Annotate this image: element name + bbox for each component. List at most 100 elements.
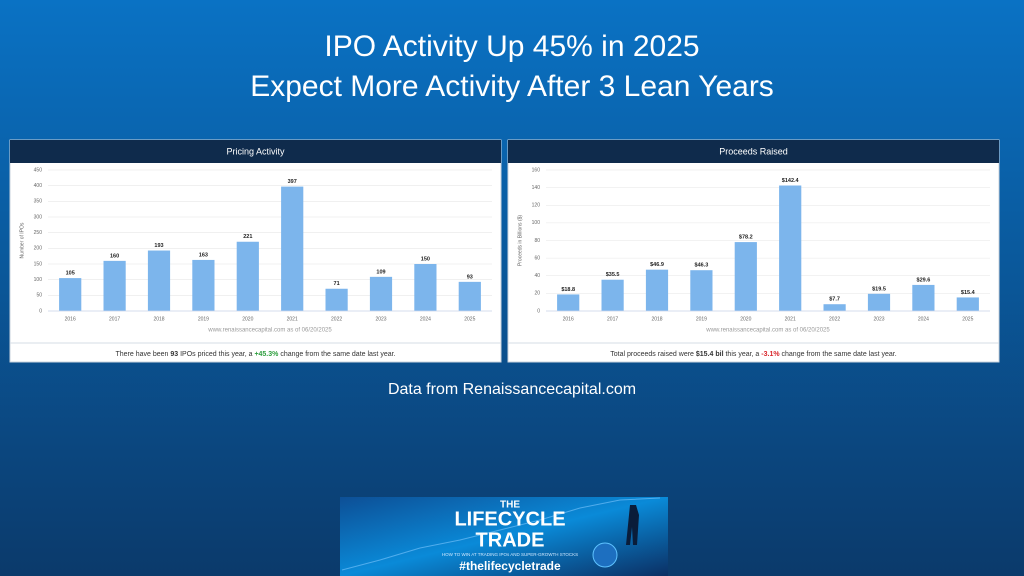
data-label: 71 — [334, 281, 340, 287]
panel-header — [10, 140, 501, 163]
chart-title: Proceeds Raised — [719, 146, 788, 156]
caption-part: change from the same date last year. — [278, 351, 395, 358]
banner-icon — [592, 542, 618, 568]
caption-part: 93 — [170, 351, 178, 358]
y-tick-label: 60 — [534, 255, 540, 261]
x-tick-label: 2017 — [607, 316, 618, 322]
data-label: 193 — [154, 243, 163, 249]
bar — [601, 279, 624, 311]
bar — [147, 250, 171, 311]
banner-text: LIFECYCLE — [454, 508, 565, 530]
bar — [369, 276, 393, 311]
data-label: $29.6 — [917, 277, 931, 283]
data-label: 150 — [421, 256, 430, 262]
x-tick-label: 2019 — [198, 316, 209, 322]
x-tick-label: 2021 — [785, 316, 796, 322]
banner-figure — [626, 505, 639, 545]
caption-part: IPOs priced this year, a — [178, 351, 254, 358]
x-tick-label: 2018 — [153, 316, 164, 322]
y-axis-label: Number of IPOs — [19, 222, 25, 258]
banner-tagline: HOW TO WIN AT TRADING IPOs AND SUPER-GRO… — [442, 552, 578, 557]
banner: THE LIFECYCLE TRADE HOW TO WIN AT TRADIN… — [340, 497, 668, 576]
y-tick-label: 160 — [532, 167, 541, 173]
y-tick-label: 50 — [36, 293, 42, 299]
banner-text: TRADE — [476, 529, 545, 551]
bar — [281, 186, 304, 311]
data-label: $7.7 — [829, 297, 840, 303]
y-tick-label: 0 — [537, 308, 540, 314]
caption: Total proceeds raised were $15.4 bil thi… — [610, 351, 896, 358]
bar — [236, 241, 259, 311]
chart-title: Pricing Activity — [226, 146, 285, 156]
bar — [823, 304, 846, 311]
x-tick-label: 2025 — [464, 316, 475, 322]
data-label: $78.2 — [739, 235, 753, 241]
caption-part: $15.4 bil — [696, 351, 724, 358]
x-tick-label: 2024 — [918, 316, 929, 322]
x-tick-label: 2019 — [696, 316, 707, 322]
caption-part: +45.3% — [254, 351, 279, 358]
caption-part: Total proceeds raised were — [610, 351, 696, 358]
data-label: $19.5 — [872, 286, 886, 292]
data-label: 163 — [199, 252, 208, 258]
bar — [557, 294, 580, 311]
x-tick-label: 2023 — [375, 316, 386, 322]
chart-panel: Pricing Activity 0 50 100 150 200 250 300 350 400… — [9, 139, 502, 363]
x-tick-label: 2018 — [651, 316, 662, 322]
bar — [779, 185, 802, 311]
bar — [458, 281, 481, 311]
data-label: $35.5 — [606, 272, 620, 278]
x-tick-label: 2024 — [420, 316, 431, 322]
panel-header — [508, 140, 999, 163]
bar — [912, 284, 935, 311]
y-tick-label: 100 — [34, 277, 43, 283]
bar — [867, 293, 891, 311]
y-tick-label: 350 — [34, 199, 43, 205]
bar — [645, 269, 669, 311]
y-axis-label: Proceeds in Billions ($) — [517, 215, 523, 266]
slide-title: Expect More Activity After 3 Lean Years — [250, 70, 774, 103]
banner-text: THE — [500, 500, 520, 511]
bar — [59, 278, 82, 311]
data-label: $46.9 — [650, 262, 664, 268]
y-tick-label: 20 — [534, 291, 540, 297]
y-tick-label: 250 — [34, 230, 43, 236]
source-note: www.renaissancecapital.com as of 06/20/2… — [705, 328, 830, 334]
y-tick-label: 140 — [532, 185, 541, 191]
x-tick-label: 2016 — [563, 316, 574, 322]
x-tick-label: 2025 — [962, 316, 973, 322]
caption-part: change from the same date last year. — [780, 351, 897, 358]
source: Data from Renaissancecapital.com — [388, 381, 636, 398]
x-tick-label: 2020 — [242, 316, 253, 322]
bar — [414, 264, 437, 311]
y-tick-label: 80 — [534, 238, 540, 244]
x-tick-label: 2022 — [331, 316, 342, 322]
data-label: $142.4 — [782, 178, 800, 184]
data-label: 221 — [243, 234, 252, 240]
data-label: $18.8 — [561, 287, 575, 293]
data-label: 105 — [66, 271, 75, 277]
panel-background — [9, 139, 502, 363]
data-label: 397 — [288, 179, 297, 185]
x-tick-label: 2022 — [829, 316, 840, 322]
y-tick-label: 450 — [34, 167, 43, 173]
y-tick-label: 200 — [34, 246, 43, 252]
caption-part: -3.1% — [761, 351, 780, 358]
source-note: www.renaissancecapital.com as of 06/20/2… — [207, 328, 332, 334]
x-tick-label: 2023 — [873, 316, 884, 322]
x-tick-label: 2020 — [740, 316, 751, 322]
bar — [956, 297, 979, 311]
bar — [325, 288, 348, 311]
x-tick-label: 2016 — [65, 316, 76, 322]
y-tick-label: 40 — [534, 273, 540, 279]
caption-part: this year, a — [724, 351, 762, 358]
bar — [734, 242, 757, 311]
slide-title: IPO Activity Up 45% in 2025 — [324, 30, 699, 63]
bar — [192, 259, 215, 311]
data-label: $15.4 — [961, 290, 976, 296]
banner-hashtag: #thelifecycletrade — [459, 559, 561, 573]
caption: There have been 93 IPOs priced this year… — [116, 351, 396, 358]
charts: Pricing Activity050100150200250300350400… — [9, 139, 1000, 363]
data-label: 93 — [467, 274, 473, 280]
